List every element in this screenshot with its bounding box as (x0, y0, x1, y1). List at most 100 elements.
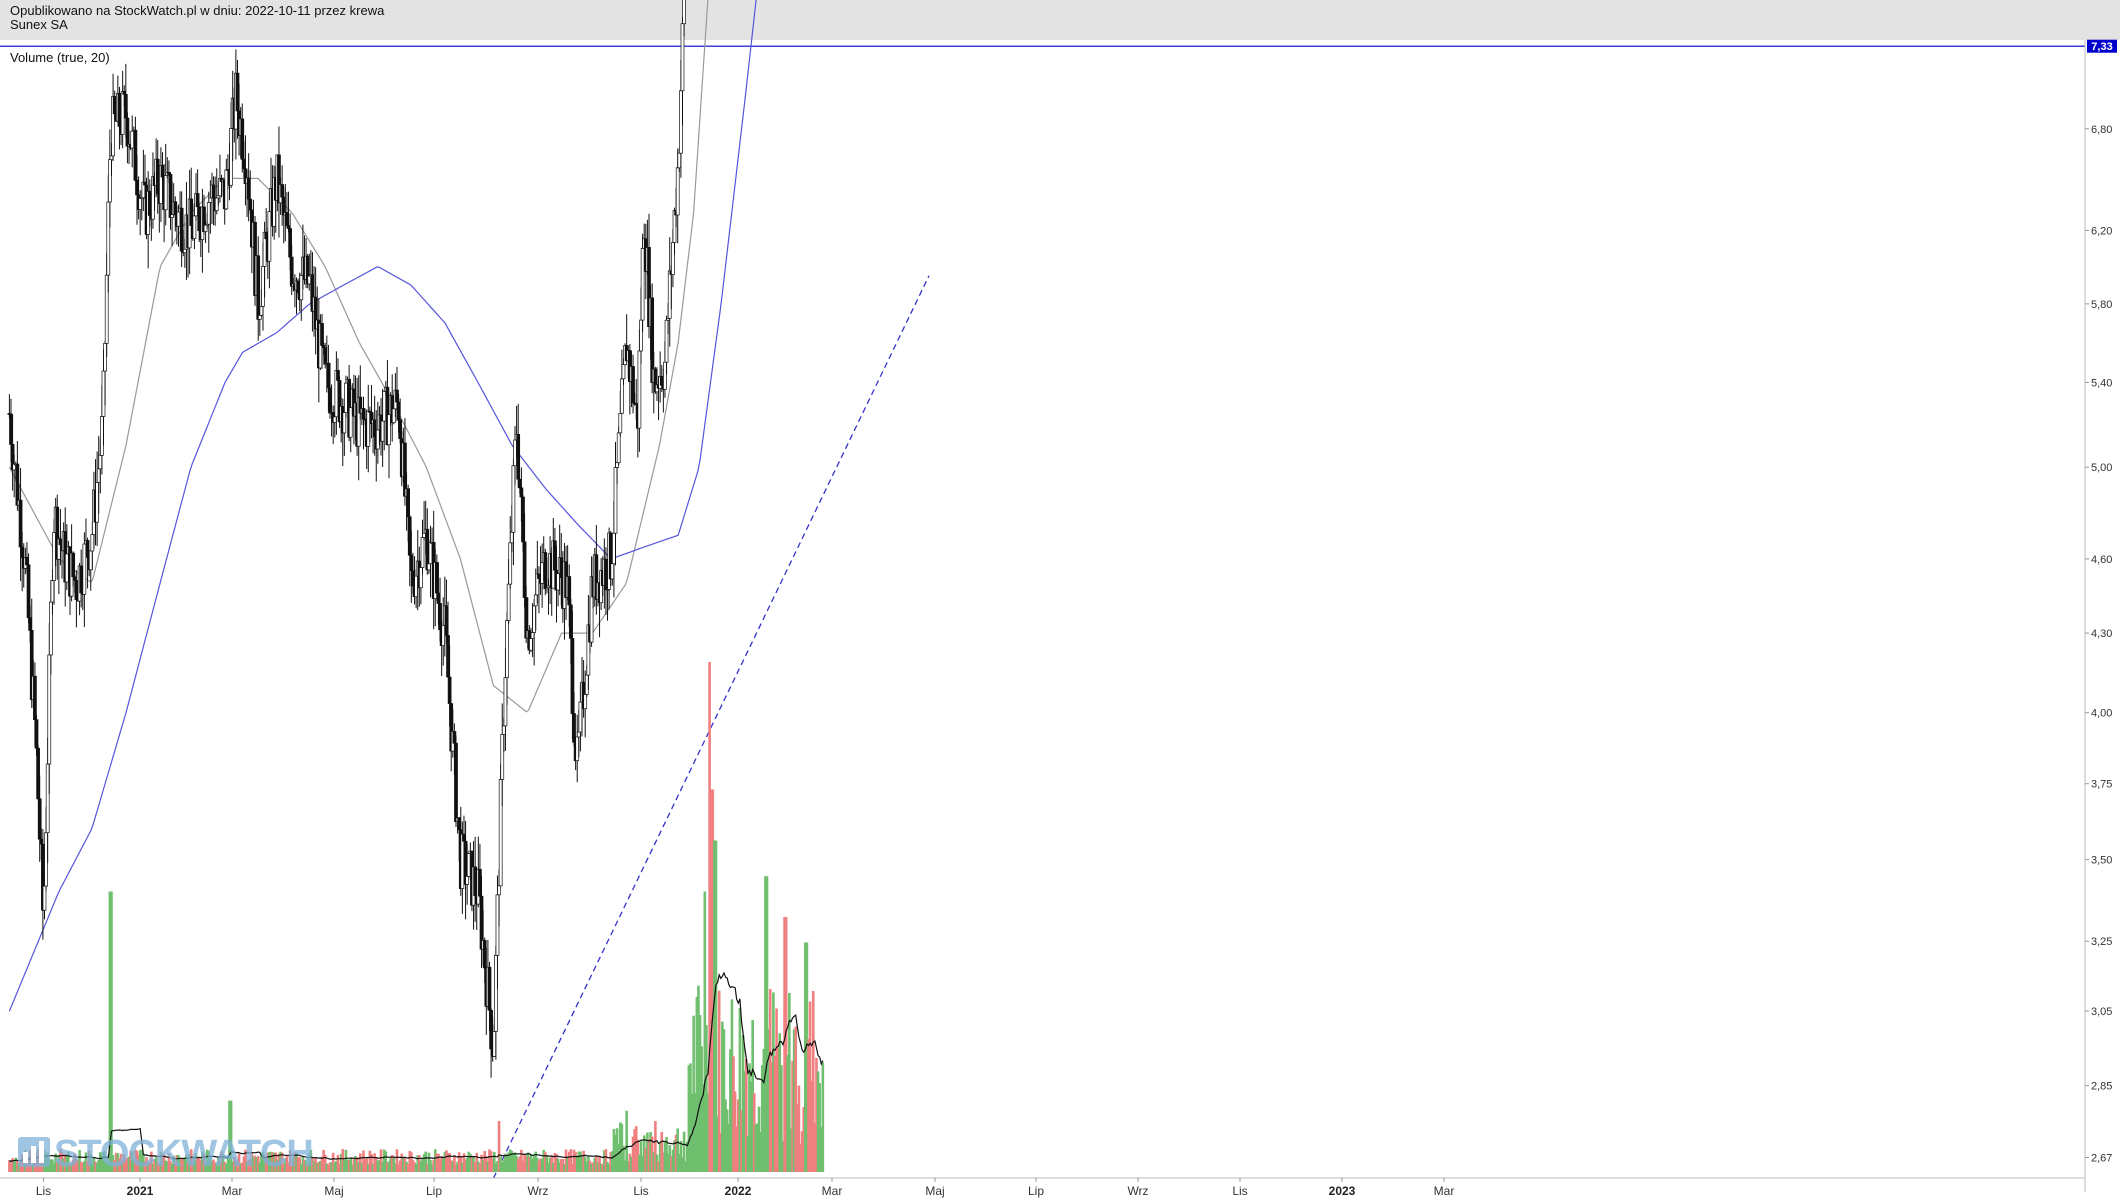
volume-bar (811, 991, 815, 1172)
candle-body (438, 603, 442, 630)
volume-bar (215, 1163, 219, 1172)
volume-bar (663, 1141, 667, 1172)
candle-body (147, 191, 152, 216)
y-tick-label: 5,00 (2091, 462, 2112, 474)
volume-bar (781, 1141, 785, 1172)
volume-bar (432, 1159, 435, 1172)
candle-body (197, 206, 202, 232)
volume-bar (183, 1157, 187, 1172)
volume-bar (582, 1150, 585, 1172)
volume-bar (186, 1163, 190, 1172)
volume-bar (757, 1106, 761, 1172)
volume-bar (193, 1156, 196, 1172)
volume-bar (84, 1152, 88, 1172)
candle-body (240, 118, 245, 160)
volume-bar (225, 1163, 228, 1172)
volume-bar (599, 1163, 603, 1172)
volume-bar (598, 1156, 601, 1172)
volume-bar (217, 1157, 220, 1172)
volume-bar (296, 1157, 300, 1172)
volume-bar (654, 1121, 657, 1172)
volume-bar (744, 1058, 748, 1172)
volume-bar (105, 1162, 108, 1172)
volume-bar (344, 1149, 348, 1172)
volume-bar (274, 1152, 278, 1172)
volume-bar (414, 1164, 418, 1172)
candle-body (620, 378, 624, 414)
candle-body (509, 531, 514, 544)
volume-bar (223, 1162, 227, 1172)
volume-bar (228, 1100, 231, 1172)
volume-bar (413, 1162, 416, 1172)
volume-bar (189, 1149, 193, 1172)
volume-bar (611, 1151, 614, 1172)
x-tick-label: 2021 (127, 1184, 154, 1198)
candle-body (257, 315, 262, 320)
volume-bar (172, 1155, 175, 1172)
candle-body (372, 419, 377, 438)
volume-bar (462, 1153, 466, 1172)
volume-bar (580, 1156, 584, 1172)
volume-bar (658, 1142, 662, 1172)
volume-bar (180, 1159, 183, 1172)
candle-body (85, 540, 90, 558)
volume-bar (644, 1147, 648, 1172)
volume-bar (304, 1160, 308, 1172)
volume-bar (709, 789, 713, 1172)
candle-body (498, 779, 503, 887)
volume-bar (751, 1019, 754, 1172)
volume-bar (363, 1158, 367, 1172)
volume-bar (566, 1157, 569, 1172)
volume-bar (684, 1161, 687, 1172)
volume-bar (314, 1157, 317, 1172)
volume-bar (821, 1062, 825, 1172)
candle-body (133, 129, 138, 181)
candle-body (288, 228, 292, 258)
candle-body (33, 675, 37, 721)
candle-body (49, 601, 53, 656)
volume-bar (480, 1154, 483, 1172)
volume-bar (448, 1152, 451, 1172)
volume-bar (478, 1163, 482, 1172)
candle-body (610, 563, 615, 580)
volume-bar (698, 1015, 702, 1172)
volume-bar (226, 1157, 230, 1172)
candle-body (71, 552, 76, 578)
level-labels: 21,0016,9516,1614,207,33 (2087, 39, 2117, 53)
volume-bar (277, 1153, 281, 1172)
candle-body (406, 488, 410, 518)
volume-bar (492, 1151, 496, 1172)
volume-bar (497, 1121, 501, 1172)
volume-bar (500, 1162, 504, 1172)
volume-bar (429, 1159, 432, 1172)
volume-bar (424, 1151, 427, 1172)
candle-body (112, 96, 117, 115)
volume-bar (164, 1160, 168, 1172)
volume-bar (746, 1135, 750, 1172)
volume-bar (721, 1021, 724, 1172)
volume-bar (124, 1160, 128, 1172)
volume-bar (162, 1154, 166, 1172)
candle-body (556, 573, 560, 591)
candle-body (336, 370, 340, 381)
volume-bar (188, 1154, 191, 1172)
time-axis: Lis 2021 Mar Maj Lip Wrz Lis 2022 Mar Maj Lip Wrz Li… (36, 1178, 1454, 1198)
volume-bar (427, 1152, 431, 1172)
volume-bar (563, 1164, 566, 1172)
volume-bar (110, 891, 113, 1172)
volume-bar (276, 1159, 279, 1172)
volume-bar (595, 1156, 598, 1172)
volume-bar (400, 1153, 404, 1172)
candle-body (447, 676, 452, 704)
candle-body (482, 940, 487, 969)
volume-bar (646, 1132, 649, 1172)
candle-body (409, 554, 414, 572)
candle-body (50, 580, 55, 603)
volume-bar (410, 1152, 413, 1172)
volume-bar (652, 1152, 656, 1172)
volume-bar (67, 1151, 70, 1172)
candle-body (675, 167, 680, 216)
volume-bar (615, 1128, 619, 1172)
volume-bar (406, 1163, 410, 1172)
